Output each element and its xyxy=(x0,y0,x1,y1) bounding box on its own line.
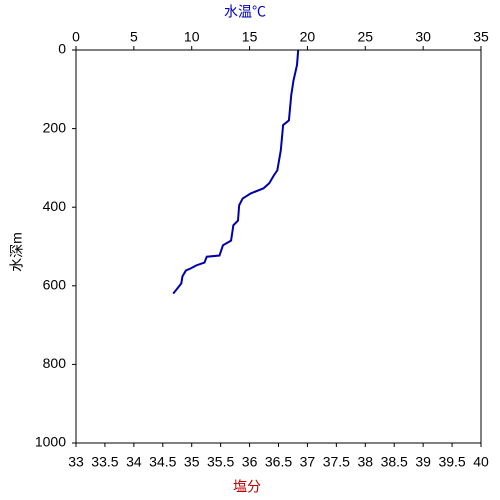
y-tick-label: 400 xyxy=(43,198,67,214)
bottom-axis-label: 塩分 xyxy=(233,479,261,495)
y-tick-label: 600 xyxy=(43,277,67,293)
bottom-tick-label: 33.5 xyxy=(91,454,118,470)
top-tick-label: 0 xyxy=(72,29,80,45)
bottom-tick-label: 38 xyxy=(357,454,373,470)
temperature-line xyxy=(172,49,300,295)
y-tick-label: 800 xyxy=(43,355,67,371)
bottom-tick-label: 37 xyxy=(300,454,316,470)
top-axis-label: 水温℃ xyxy=(224,4,266,20)
top-tick-label: 25 xyxy=(357,29,373,45)
bottom-tick-label: 35 xyxy=(184,454,200,470)
bottom-tick-label: 36.5 xyxy=(265,454,292,470)
bottom-tick-label: 40 xyxy=(473,454,489,470)
top-tick-label: 30 xyxy=(415,29,431,45)
bottom-tick-label: 34.5 xyxy=(149,454,176,470)
plot-frame xyxy=(75,49,482,444)
bottom-tick-label: 39 xyxy=(415,454,431,470)
bottom-tick-label: 33 xyxy=(68,454,84,470)
bottom-tick-label: 36 xyxy=(242,454,258,470)
top-tick-label: 20 xyxy=(300,29,316,45)
bottom-tick-label: 37.5 xyxy=(323,454,350,470)
bottom-tick-label: 38.5 xyxy=(381,454,408,470)
top-tick-label: 5 xyxy=(130,29,138,45)
top-tick-label: 15 xyxy=(242,29,258,45)
top-tick-label: 35 xyxy=(473,29,489,45)
bottom-tick-label: 34 xyxy=(126,454,142,470)
bottom-tick-label: 39.5 xyxy=(438,454,465,470)
y-tick-label: 1000 xyxy=(35,434,66,450)
top-tick-label: 10 xyxy=(184,29,200,45)
y-tick-label: 0 xyxy=(58,41,66,57)
y-tick-label: 200 xyxy=(43,119,67,135)
bottom-tick-label: 35.5 xyxy=(207,454,234,470)
y-axis-label: 水深m xyxy=(9,232,25,272)
